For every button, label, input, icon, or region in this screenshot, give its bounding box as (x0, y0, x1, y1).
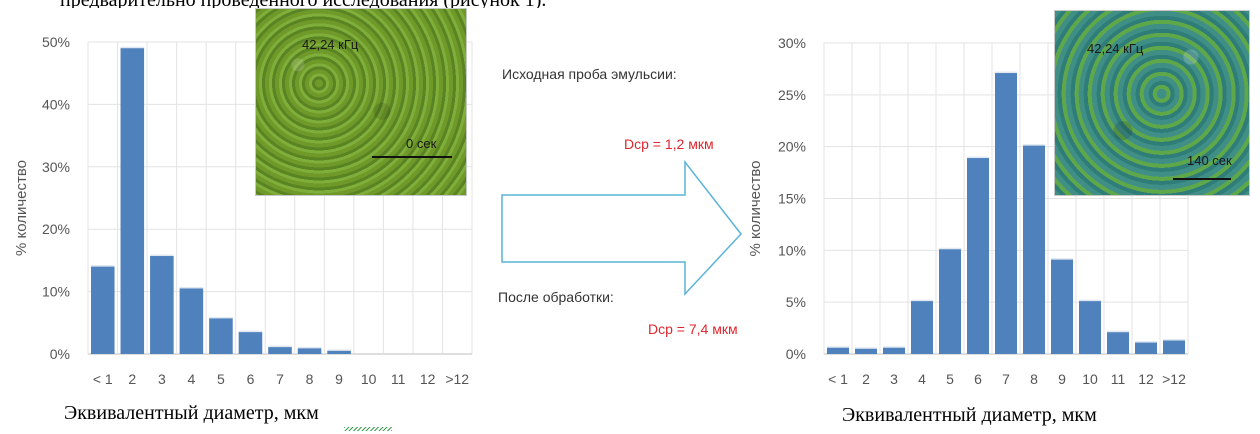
x-tick-label: 8 (306, 371, 314, 387)
y-tick-label: 10% (778, 242, 806, 258)
x-tick-label: >12 (1162, 371, 1186, 387)
bar (1135, 342, 1157, 354)
arrow-outline (501, 159, 742, 296)
after-treatment-label: После обработки: (498, 289, 614, 305)
x-tick-label: < 1 (93, 371, 113, 387)
bar (939, 249, 961, 354)
y-tick-label: 10% (42, 284, 70, 300)
y-tick-label: 15% (778, 191, 806, 207)
x-tick-label: 9 (335, 371, 343, 387)
y-tick-label: 0% (50, 346, 70, 362)
bar (827, 347, 849, 354)
x-tick-label: 4 (187, 371, 195, 387)
bar (883, 347, 905, 354)
x-tick-label: 9 (1058, 371, 1066, 387)
initial-dcp-value: Dcp = 1,2 мкм (624, 136, 714, 152)
bar (1051, 259, 1073, 354)
y-tick-label: 0% (786, 346, 806, 362)
x-tick-label: 2 (128, 371, 136, 387)
x-tick-label: 10 (1082, 371, 1098, 387)
bar (268, 347, 292, 354)
clipped-caption-line: предварительно проведенного исследования… (0, 0, 1260, 8)
bar (297, 348, 322, 354)
y-axis-title: % количество (747, 160, 764, 256)
chart-treated-distribution: 0% 5% 10% 15% 20% 25% 30% < 1 2 3 4 5 6 7 8 9 10 11 12 >12%… (747, 35, 1189, 387)
x-tick-label: 8 (1030, 371, 1038, 387)
frequency-label: 42,24 кГц (1087, 41, 1144, 56)
bar (327, 350, 351, 354)
x-tick-label: < 1 (828, 371, 848, 387)
bar (995, 73, 1017, 355)
y-tick-label: 25% (778, 87, 806, 103)
x-tick-label: 6 (974, 371, 982, 387)
x-tick-label: 7 (1002, 371, 1010, 387)
scale-bar (372, 156, 452, 158)
time-label: 140 сек (1187, 153, 1232, 168)
y-tick-label: 40% (42, 96, 70, 112)
x-tick-label: 12 (420, 371, 436, 387)
x-tick-label: 5 (217, 371, 225, 387)
x-tick-label: 4 (918, 371, 926, 387)
x-axis-title-initial: Эквивалентный диаметр, мкм (64, 402, 319, 424)
y-tick-label: 50% (42, 34, 70, 50)
y-tick-label: 30% (42, 159, 70, 175)
bar (179, 288, 204, 354)
bar (1107, 332, 1129, 354)
x-tick-label: 12 (1138, 371, 1154, 387)
frequency-label: 42,24 кГц (302, 37, 359, 52)
bar (911, 301, 933, 354)
chart-initial-distribution: 0% 10% 20% 30% 40% 50% < 1 2 3 4 5 6 7 8 9 10 11 12 >12 % к… (13, 34, 473, 387)
x-tick-label: 11 (1111, 371, 1126, 387)
x-tick-label: 3 (158, 371, 166, 387)
micrograph-initial: 42,24 кГц 0 сек (255, 8, 467, 196)
bar (1163, 340, 1185, 354)
scale-bar (1173, 178, 1231, 180)
x-tick-label: 10 (361, 371, 377, 387)
initial-sample-label: Исходная проба эмульсии: (502, 66, 677, 82)
x-tick-label: 2 (862, 371, 870, 387)
y-tick-label: 30% (778, 35, 806, 51)
bar (238, 332, 263, 354)
micrograph-treated: 42,24 кГц 140 сек (1054, 10, 1250, 196)
bar (855, 348, 877, 354)
x-tick-label: 7 (276, 371, 284, 387)
y-tick-label: 20% (42, 221, 70, 237)
y-tick-label: 20% (778, 139, 806, 155)
bar (91, 266, 115, 354)
clipped-caption-text: предварительно проведенного исследования… (60, 0, 546, 8)
y-axis-title: % количество (13, 160, 30, 256)
x-tick-label: >12 (445, 371, 469, 387)
spellcheck-underline (344, 427, 392, 431)
x-tick-label: 3 (890, 371, 898, 387)
bar (120, 48, 145, 355)
y-tick-label: 5% (786, 294, 806, 310)
bar (1023, 145, 1045, 354)
bar (209, 318, 233, 354)
bar (1079, 301, 1101, 354)
x-tick-label: 5 (946, 371, 954, 387)
bar (967, 158, 989, 354)
transition-arrow (501, 159, 742, 296)
time-label: 0 сек (406, 136, 437, 151)
x-tick-label: 11 (391, 371, 406, 387)
after-dcp-value: Dcp = 7,4 мкм (648, 321, 738, 337)
x-axis-title-treated: Эквивалентный диаметр, мкм (842, 404, 1097, 426)
bar (150, 256, 174, 354)
x-tick-label: 6 (247, 371, 255, 387)
